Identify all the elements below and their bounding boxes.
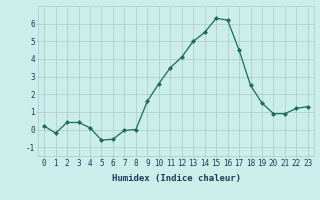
X-axis label: Humidex (Indice chaleur): Humidex (Indice chaleur) bbox=[111, 174, 241, 183]
